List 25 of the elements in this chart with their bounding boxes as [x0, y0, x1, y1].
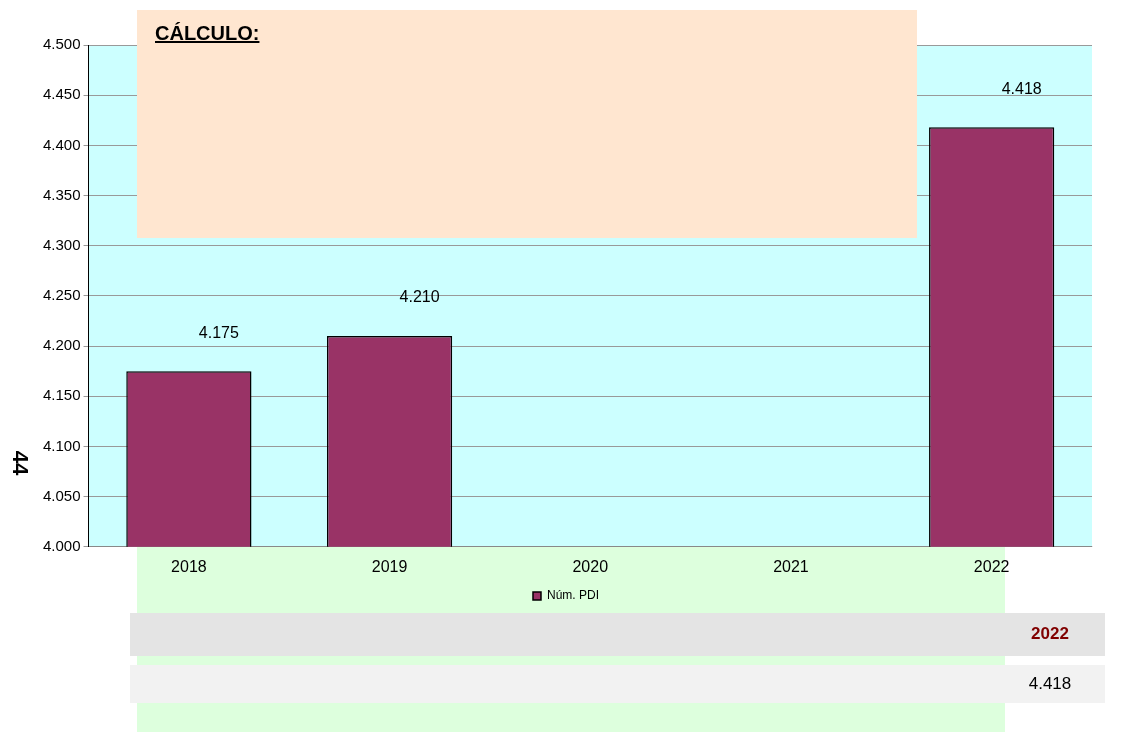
data-label: 4.418 [1001, 79, 1042, 97]
y-tick-label: 4.150 [42, 386, 81, 404]
y-tick-label: 4.050 [42, 486, 81, 504]
y-tick-label: 4.100 [42, 436, 81, 454]
y-tick-label: 4.200 [42, 336, 81, 354]
x-tick-label: 2019 [371, 557, 408, 575]
y-tick-label: 4.350 [42, 185, 81, 203]
x-tick-label: 2018 [171, 557, 207, 575]
y-tick-label: 4.450 [42, 85, 81, 103]
y-tick-label: 4.400 [42, 135, 81, 153]
x-tick-label: 2020 [572, 557, 609, 575]
text: 2022 [1030, 624, 1070, 644]
note-panel: CÁLCULO: [137, 10, 917, 238]
y-tick-label: 4.500 [42, 35, 81, 53]
y-tick-label: 4.250 [42, 286, 81, 304]
x-tick-label: 2021 [773, 557, 809, 575]
x-tick-label: 2022 [973, 557, 1010, 575]
legend-label: Núm. PDI [547, 588, 600, 603]
y-tick-label: 4.300 [42, 235, 81, 253]
y-tick-label: 4.000 [42, 536, 81, 554]
data-label: 4.210 [399, 288, 440, 306]
chart-title: CÁLCULO: [155, 22, 261, 45]
text: 44 [7, 449, 34, 478]
data-label: 4.175 [198, 323, 239, 341]
text: 4.418 [1027, 674, 1073, 694]
